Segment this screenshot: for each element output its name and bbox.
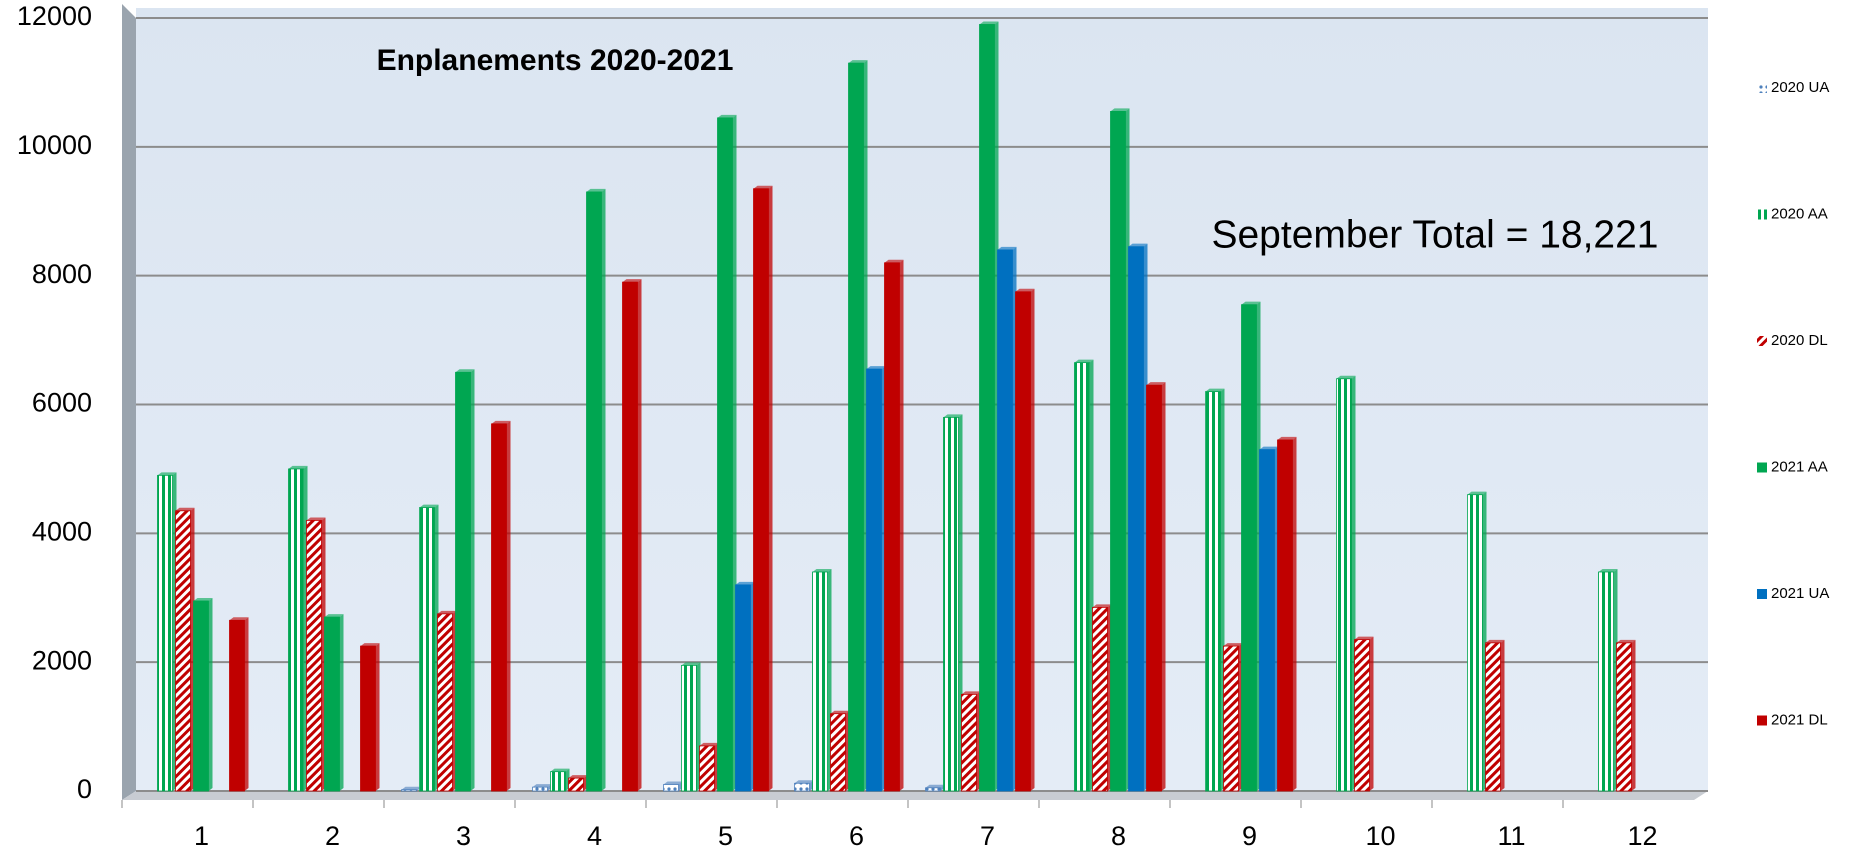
bar [1092, 607, 1108, 792]
bar [401, 789, 417, 792]
legend-swatch [1757, 589, 1767, 599]
x-tick-label: 10 [1365, 821, 1395, 851]
bar [943, 416, 959, 792]
bar [1277, 439, 1293, 792]
y-tick-label: 2000 [32, 645, 92, 675]
legend-label: 2020 AA [1771, 205, 1828, 222]
bar [830, 713, 846, 792]
bar [157, 474, 173, 792]
bar [288, 468, 304, 792]
bar [884, 262, 900, 792]
bar [1616, 642, 1632, 792]
legend-label: 2021 DL [1771, 711, 1828, 728]
bar [532, 786, 548, 792]
x-tick-label: 7 [980, 821, 995, 851]
x-tick-label: 5 [718, 821, 733, 851]
x-tick-label: 1 [194, 821, 209, 851]
bar [437, 613, 453, 792]
bar [961, 693, 977, 792]
bar [699, 745, 715, 792]
bar [663, 784, 679, 792]
bar [1223, 645, 1239, 792]
bar [812, 571, 828, 792]
legend-label: 2020 UA [1771, 79, 1829, 96]
bar [1598, 571, 1614, 792]
y-tick-label: 6000 [32, 388, 92, 418]
bar [979, 24, 995, 792]
bar [1241, 304, 1257, 792]
bar [175, 510, 191, 792]
bar [586, 191, 602, 792]
bar [1074, 362, 1090, 792]
floor [122, 791, 1708, 800]
bar [622, 281, 638, 792]
bar [1128, 246, 1144, 792]
x-tick-label: 11 [1497, 821, 1525, 851]
bar [419, 507, 435, 792]
x-tick-label: 3 [456, 821, 471, 851]
bar [1467, 494, 1483, 792]
y-tick-label: 0 [77, 774, 92, 804]
y-tick-label: 10000 [17, 130, 92, 160]
bar [1336, 378, 1352, 792]
bar [1110, 111, 1126, 792]
bar [794, 782, 810, 792]
legend-swatch [1757, 83, 1767, 93]
x-tick-label: 4 [587, 821, 602, 851]
bar [997, 249, 1013, 792]
bar [1205, 391, 1221, 792]
plot-area [136, 8, 1708, 791]
bar [1354, 639, 1370, 792]
bar [925, 787, 941, 792]
bar [491, 423, 507, 792]
legend-label: 2021 UA [1771, 585, 1829, 602]
side-wall [122, 4, 136, 800]
bar [306, 520, 322, 792]
chart-title: Enplanements 2020-2021 [377, 44, 734, 77]
x-tick-label: 6 [849, 821, 864, 851]
bar [866, 368, 882, 792]
x-tick-label: 8 [1111, 821, 1126, 851]
bar [229, 619, 245, 792]
legend-label: 2020 DL [1771, 332, 1828, 349]
bar [193, 600, 209, 792]
legend-swatch [1757, 336, 1767, 346]
x-tick-label: 9 [1242, 821, 1257, 851]
bar [324, 616, 340, 792]
bar [848, 62, 864, 792]
y-tick-label: 12000 [17, 1, 92, 31]
annotation: September Total = 18,221 [1211, 213, 1658, 256]
legend-label: 2021 AA [1771, 458, 1828, 475]
bar [717, 117, 733, 792]
bar [455, 371, 471, 792]
bar [681, 664, 697, 792]
legend-swatch [1757, 715, 1767, 726]
bar [1146, 384, 1162, 792]
bar [735, 584, 751, 792]
bar [753, 188, 769, 792]
y-tick-label: 8000 [32, 259, 92, 289]
bar [1015, 291, 1031, 792]
bar [550, 771, 566, 792]
bar [568, 777, 584, 792]
bar [1485, 642, 1501, 792]
x-tick-label: 2 [325, 821, 340, 851]
y-tick-label: 4000 [32, 516, 92, 546]
legend-swatch [1757, 462, 1767, 473]
x-tick-label: 12 [1627, 821, 1657, 851]
bar [360, 645, 376, 792]
bar [1259, 449, 1275, 792]
legend-swatch [1757, 209, 1767, 220]
